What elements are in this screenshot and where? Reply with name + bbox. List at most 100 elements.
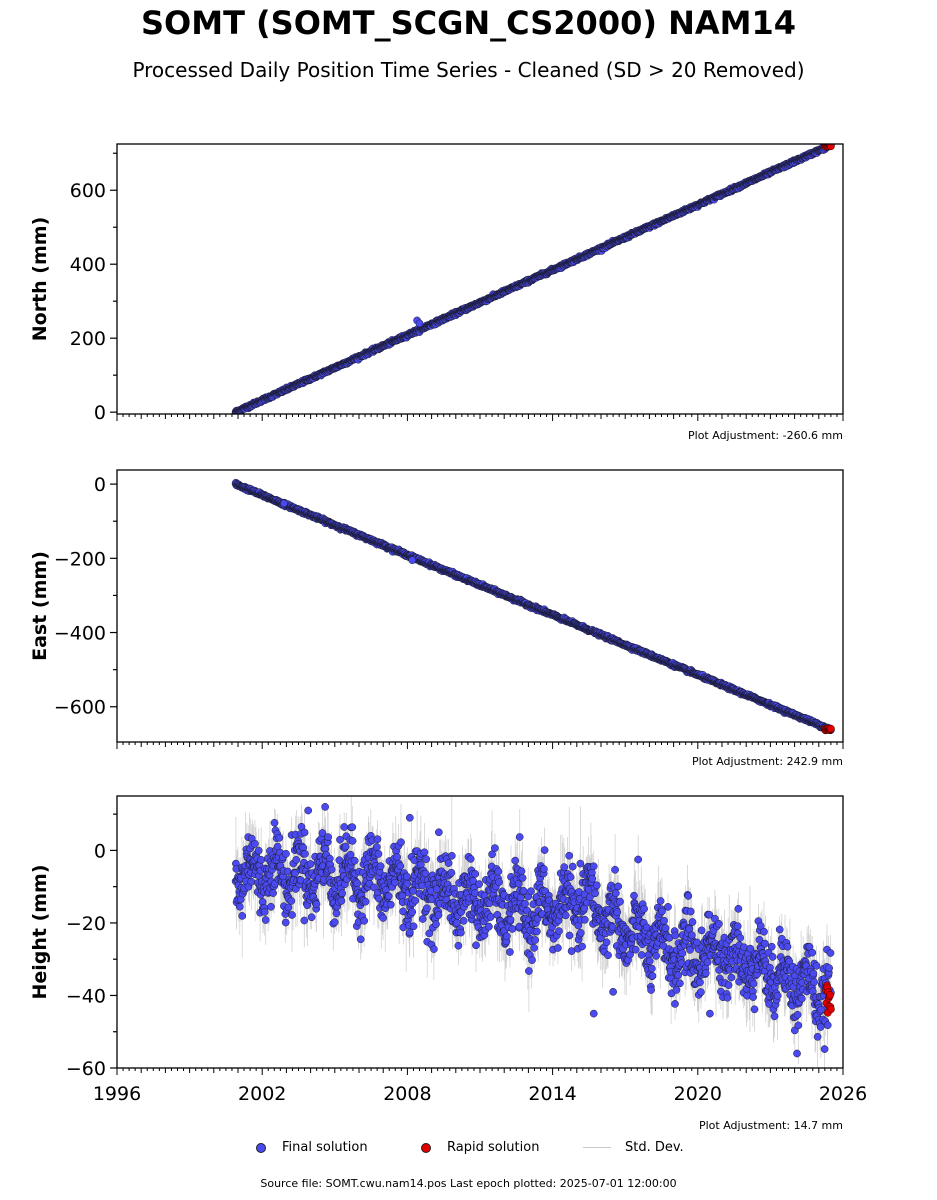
height-final-point — [332, 909, 341, 918]
height-final-point — [576, 928, 585, 937]
height-final-point — [674, 971, 682, 980]
height-final-point — [561, 911, 570, 920]
height-final-point — [591, 889, 599, 898]
height-final-point — [530, 944, 538, 952]
height-final-point — [247, 877, 256, 886]
height-final-point — [267, 902, 275, 911]
height-final-point — [260, 908, 269, 916]
east-ytick-label: −400 — [54, 623, 106, 645]
height-final-point — [257, 856, 266, 864]
height-final-point — [379, 914, 387, 922]
height-final-point — [494, 867, 503, 876]
height-final-point — [292, 856, 301, 864]
height-final-point — [312, 900, 321, 908]
height-final-point — [533, 927, 541, 936]
height-final-point — [284, 903, 293, 912]
north-ylabel: North (mm) — [29, 217, 51, 342]
height-final-point — [330, 918, 339, 927]
height-final-point — [634, 855, 643, 864]
height-final-point — [430, 945, 438, 953]
height-final-point — [588, 874, 597, 883]
height-final-point — [459, 916, 468, 925]
height-final-point — [521, 899, 529, 908]
north-rapid-point — [827, 144, 835, 151]
height-final-point — [466, 855, 475, 863]
height-final-point — [637, 951, 646, 959]
north-ytick-label: 400 — [70, 254, 106, 276]
height-final-point — [396, 862, 405, 870]
height-final-point — [318, 829, 327, 837]
height-final-point — [506, 915, 515, 924]
height-final-point — [502, 932, 511, 941]
height-final-point — [647, 986, 655, 994]
height-final-point — [527, 887, 535, 896]
height-final-point — [457, 928, 465, 937]
height-final-point — [554, 944, 562, 952]
height-final-point — [337, 897, 346, 905]
east-rapid-point — [827, 724, 835, 733]
height-final-point — [408, 908, 417, 916]
height-final-point — [300, 916, 309, 925]
east-frame — [116, 469, 844, 743]
height-final-point — [374, 850, 383, 858]
height-final-point — [261, 916, 270, 924]
height-final-point — [269, 889, 277, 897]
height-final-point — [475, 880, 483, 888]
height-final-point — [370, 883, 378, 892]
height-final-point — [375, 894, 383, 903]
height-final-point — [485, 922, 493, 931]
height-final-point — [296, 876, 305, 885]
height-final-point — [568, 862, 577, 871]
height-final-point — [403, 879, 412, 888]
height-final-point — [399, 907, 407, 916]
height-final-point — [432, 920, 440, 929]
height-final-point — [341, 842, 350, 851]
north-rapid-points — [821, 144, 835, 151]
height-final-point — [327, 865, 336, 874]
height-final-point — [360, 916, 369, 925]
height-final-point — [540, 865, 548, 873]
height-final-point — [300, 828, 309, 837]
height-final-point — [566, 873, 575, 881]
height-final-point — [602, 938, 611, 947]
height-final-point — [393, 853, 401, 861]
height-final-point — [565, 851, 574, 860]
height-final-point — [288, 911, 296, 919]
height-final-point — [592, 881, 601, 890]
height-final-point — [423, 904, 431, 913]
height-final-point — [356, 935, 365, 944]
height-final-point — [560, 863, 569, 871]
north-ytick-label: 0 — [94, 402, 106, 424]
height-final-point — [254, 846, 263, 855]
height-final-point — [238, 912, 247, 920]
height-final-point — [613, 908, 622, 917]
east-ytick-label: 0 — [94, 474, 106, 496]
east-final-point — [280, 499, 288, 508]
height-final-point — [376, 862, 385, 871]
height-final-point — [676, 979, 684, 988]
height-final-point — [281, 918, 290, 927]
height-final-point — [517, 867, 526, 876]
height-final-point — [648, 972, 657, 980]
height-final-point — [353, 879, 362, 888]
east-rapid-points — [821, 724, 835, 735]
height-final-point — [405, 928, 414, 937]
height-final-point — [307, 913, 316, 922]
height-final-point — [447, 851, 456, 860]
height-final-point — [384, 892, 393, 900]
height-final-point — [555, 927, 563, 935]
east-ytick-label: −200 — [54, 548, 106, 570]
north-ytick-label: 200 — [70, 328, 106, 350]
height-final-point — [444, 859, 453, 867]
height-final-point — [631, 945, 640, 954]
height-final-point — [506, 948, 514, 956]
height-final-point — [270, 818, 279, 827]
height-final-point — [434, 911, 443, 919]
height-final-point — [540, 846, 549, 854]
height-final-point — [647, 964, 656, 973]
height-final-point — [652, 952, 660, 960]
height-final-point — [604, 951, 612, 960]
